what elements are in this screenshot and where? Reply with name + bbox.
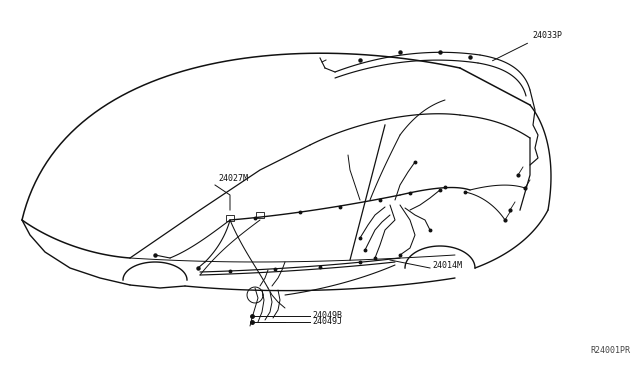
FancyBboxPatch shape bbox=[256, 212, 264, 218]
Text: 24027M: 24027M bbox=[218, 174, 248, 183]
Text: R24001PR: R24001PR bbox=[590, 346, 630, 355]
FancyBboxPatch shape bbox=[226, 215, 234, 221]
Text: 24049J: 24049J bbox=[312, 317, 342, 327]
Text: 24049B: 24049B bbox=[312, 311, 342, 321]
Text: 24014M: 24014M bbox=[432, 260, 462, 269]
Text: 24033P: 24033P bbox=[532, 31, 562, 40]
